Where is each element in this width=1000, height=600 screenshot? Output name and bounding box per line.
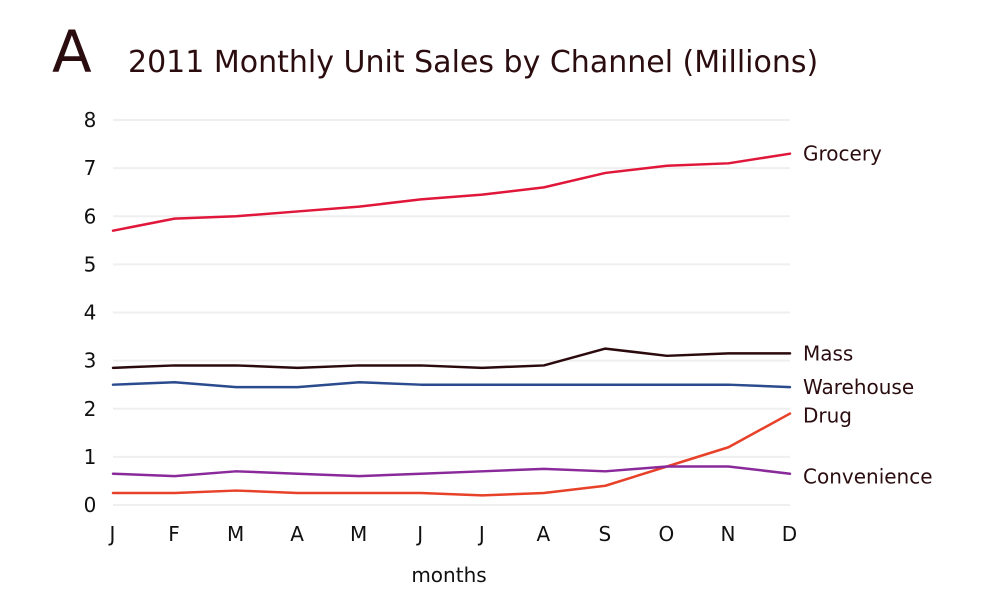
- x-tick-label: J: [415, 522, 424, 546]
- x-tick-label: D: [782, 522, 798, 546]
- y-tick-label: 5: [84, 252, 97, 276]
- series-labels: Grocery Mass Warehouse Drug Convenience: [803, 142, 933, 489]
- series-lines: [111, 152, 792, 497]
- panel-letter: A: [52, 18, 92, 86]
- x-tick-label: M: [350, 522, 368, 546]
- y-tick-label: 2: [84, 397, 97, 421]
- series-line-convenience: [111, 465, 792, 478]
- x-tick-label: J: [108, 522, 117, 546]
- y-tick-label: 8: [84, 108, 97, 132]
- x-tick-label: A: [536, 522, 551, 546]
- y-tick-label: 0: [84, 493, 97, 517]
- series-line-grocery: [111, 152, 792, 232]
- x-tick-label: J: [477, 522, 486, 546]
- series-label-drug: Drug: [803, 404, 852, 428]
- series-label-grocery: Grocery: [803, 142, 882, 166]
- y-axis-ticks: 0 1 2 3 4 5 6 7 8: [84, 108, 97, 517]
- series-label-convenience: Convenience: [803, 465, 933, 489]
- x-tick-label: O: [659, 522, 676, 546]
- series-label-warehouse: Warehouse: [803, 375, 914, 399]
- series-line-warehouse: [111, 381, 792, 389]
- series-line-drug: [111, 412, 792, 497]
- x-tick-label: S: [599, 522, 613, 546]
- y-tick-label: 4: [84, 301, 97, 325]
- y-tick-label: 1: [84, 445, 97, 469]
- x-axis-label: months: [411, 563, 486, 587]
- x-tick-label: M: [227, 522, 245, 546]
- series-label-mass: Mass: [803, 341, 853, 365]
- y-tick-label: 3: [84, 349, 97, 373]
- gridlines: [113, 119, 790, 506]
- x-tick-label: N: [720, 522, 736, 546]
- x-tick-label: A: [290, 522, 305, 546]
- y-tick-label: 7: [84, 156, 97, 180]
- chart-title: 2011 Monthly Unit Sales by Channel (Mill…: [128, 45, 818, 80]
- y-tick-label: 6: [84, 204, 97, 228]
- series-line-mass: [111, 347, 792, 370]
- x-tick-label: F: [168, 522, 181, 546]
